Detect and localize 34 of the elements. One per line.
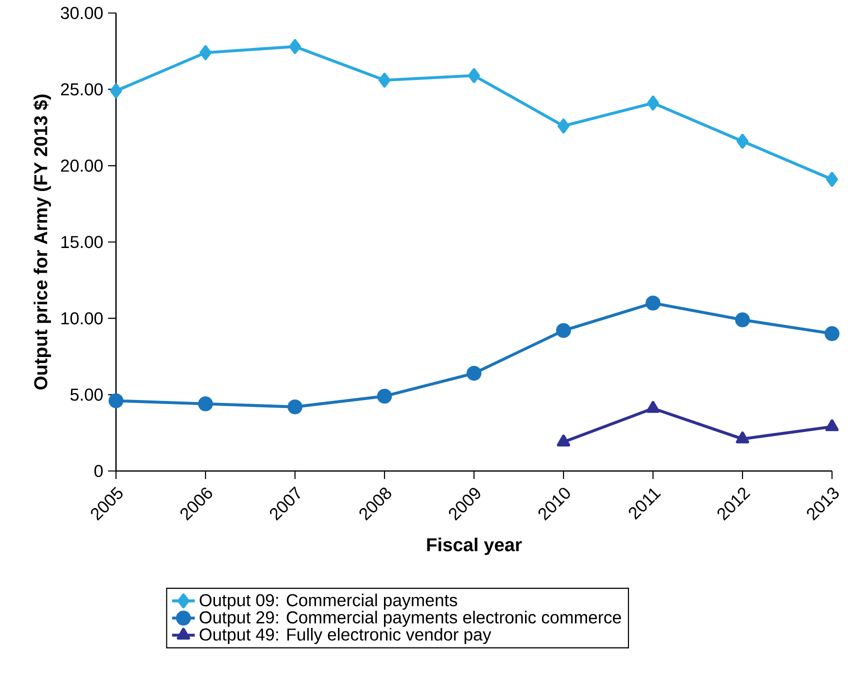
- point: [200, 45, 212, 60]
- point: [825, 419, 839, 432]
- x-axis-title: Fiscal year: [427, 538, 522, 556]
- point: [556, 323, 571, 338]
- point: [646, 296, 660, 310]
- legend-label: Output 09: Commercial payments: [200, 594, 458, 610]
- y-tick-label: 0: [94, 464, 103, 478]
- y-tick-label: 5.00: [70, 388, 103, 401]
- legend-label: Output 29: Commercial payments electronic commerce: [200, 610, 621, 627]
- point: [558, 118, 570, 134]
- point: [198, 396, 213, 412]
- point: [556, 434, 570, 446]
- y-tick-label: 15.00: [61, 236, 103, 248]
- y-tick-label: 20.00: [61, 160, 103, 172]
- point: [468, 68, 480, 84]
- point: [289, 39, 301, 54]
- legend-label: Output 49: Fully electronic vendor pay: [200, 628, 492, 644]
- y-tick-label: 30.00: [60, 6, 103, 20]
- point: [288, 399, 302, 414]
- point: [647, 96, 659, 111]
- point: [466, 366, 482, 381]
- point: [736, 134, 748, 149]
- point: [108, 393, 124, 408]
- point: [824, 326, 840, 342]
- point: [110, 83, 122, 98]
- point: [735, 312, 750, 328]
- point: [377, 388, 392, 404]
- point: [736, 432, 750, 444]
- y-axis-title: Output price for Army (FY 2013 $): [33, 94, 51, 390]
- y-tick-label: 25.00: [61, 83, 103, 96]
- point: [378, 72, 390, 88]
- y-tick-label: 10.00: [61, 312, 103, 324]
- point: [826, 172, 838, 187]
- point: [646, 400, 660, 413]
